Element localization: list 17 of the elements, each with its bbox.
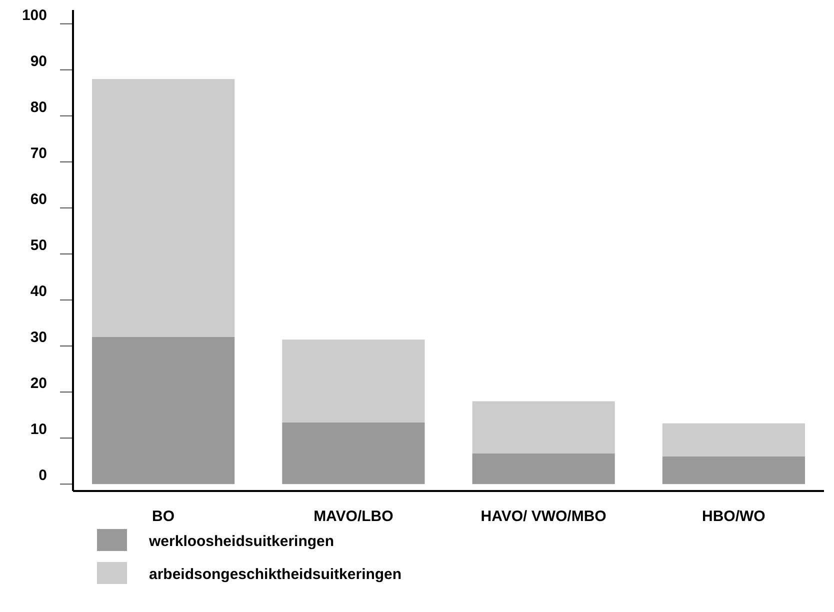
x-tick-label: MAVO/LBO xyxy=(314,508,394,525)
y-tick-label: 40 xyxy=(30,282,47,300)
y-tick-label: 10 xyxy=(30,421,47,438)
legend-label: arbeidsongeschiktheidsuitkeringen xyxy=(149,566,402,583)
x-tick-label: HAVO/ VWO/MBO xyxy=(480,508,607,525)
x-tick-label: HBO/WO xyxy=(702,508,766,525)
y-tick-label: 30 xyxy=(30,329,47,346)
x-tick-label: BO xyxy=(152,508,175,525)
legend-label: werkloosheidsuitkeringen xyxy=(148,533,334,550)
y-tick-label: 80 xyxy=(30,98,47,116)
y-tick-label: 100 xyxy=(22,6,47,24)
y-tick-label: 0 xyxy=(38,467,47,484)
y-tick-label: 90 xyxy=(30,52,47,70)
y-tick-label: 50 xyxy=(30,236,47,254)
y-tick-label: 70 xyxy=(30,144,47,162)
y-tick-label: 60 xyxy=(30,190,47,208)
y-tick-label: 20 xyxy=(30,375,47,392)
